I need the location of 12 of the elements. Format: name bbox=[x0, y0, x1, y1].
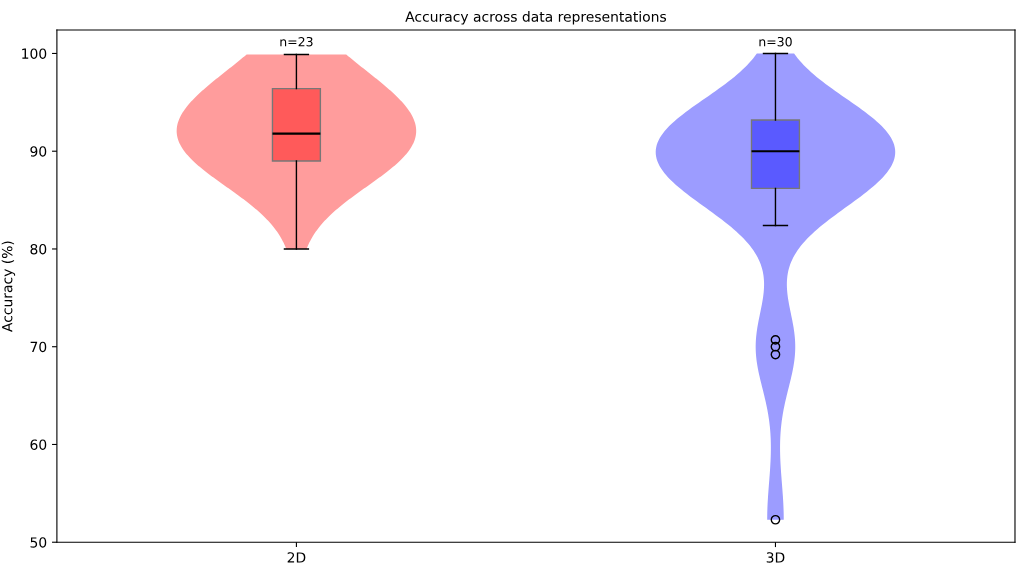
chart-title: Accuracy across data representations bbox=[405, 11, 667, 25]
y-tick-label: 100 bbox=[22, 48, 47, 59]
y-tick-label: 50 bbox=[30, 537, 47, 548]
y-tick-label: 60 bbox=[30, 439, 47, 450]
x-tick-label: 2D bbox=[287, 552, 306, 563]
y-tick-label: 90 bbox=[30, 146, 47, 157]
x-tick-label: 3D bbox=[766, 552, 785, 563]
annotation: n=30 bbox=[759, 36, 792, 47]
y-tick-label: 70 bbox=[30, 341, 47, 353]
y-tick-label: 80 bbox=[30, 243, 47, 255]
annotation: n=23 bbox=[280, 36, 313, 47]
y-axis-title: Accuracy (%) bbox=[1, 241, 16, 332]
